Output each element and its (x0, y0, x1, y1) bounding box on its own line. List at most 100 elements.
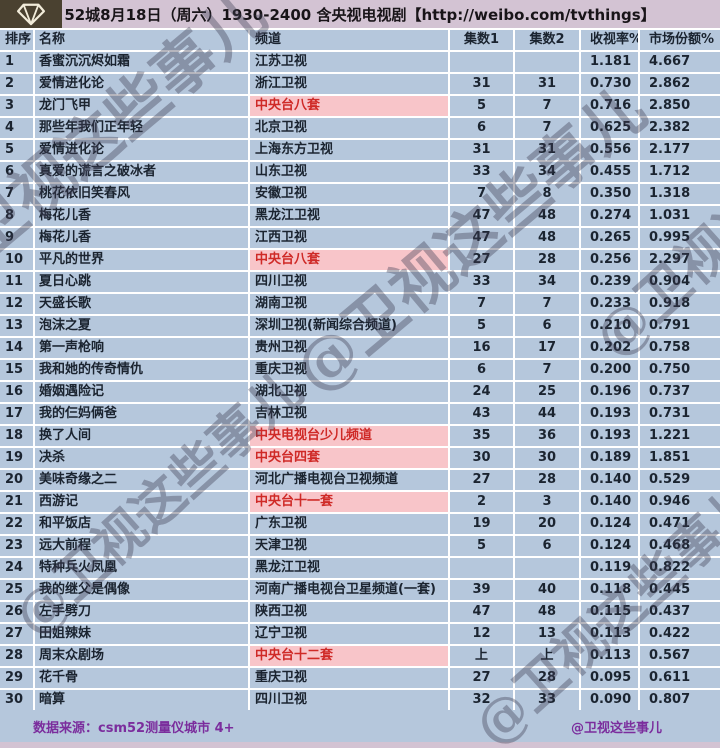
cell-rank: 13 (0, 316, 33, 336)
cell-rank: 28 (0, 646, 33, 666)
column-header-rating: 收视率% (581, 30, 638, 50)
cell-channel: 广东卫视 (250, 514, 448, 534)
cell-rank: 17 (0, 404, 33, 424)
cell-name: 夏日心跳 (35, 272, 248, 292)
cell-name: 天盛长歌 (35, 294, 248, 314)
cell-channel: 湖南卫视 (250, 294, 448, 314)
table-row: 6 真爱的谎言之破冰者 山东卫视 33 34 0.455 1.712 (0, 162, 720, 182)
cell-rating: 0.113 (581, 646, 638, 666)
column-header-share: 市场份额% (640, 30, 720, 50)
cell-rank: 24 (0, 558, 33, 578)
table-row: 21 西游记 中央台十一套 2 3 0.140 0.946 (0, 492, 720, 512)
cell-ep2: 28 (515, 250, 579, 270)
cell-share: 1.031 (640, 206, 720, 226)
cell-share: 1.712 (640, 162, 720, 182)
cell-rating: 0.140 (581, 470, 638, 490)
cell-ep1: 39 (450, 580, 513, 600)
cell-rank: 15 (0, 360, 33, 380)
cell-share: 0.468 (640, 536, 720, 556)
cell-name: 平凡的世界 (35, 250, 248, 270)
cell-name: 我的仨妈俩爸 (35, 404, 248, 424)
cell-channel: 中央台十二套 (250, 646, 448, 666)
table-row: 5 爱情进化论 上海东方卫视 31 31 0.556 2.177 (0, 140, 720, 160)
table-row: 11 夏日心跳 四川卫视 33 34 0.239 0.904 (0, 272, 720, 292)
table-row: 24 特种兵火凤凰 黑龙江卫视 0.119 0.822 (0, 558, 720, 578)
cell-name: 田姐辣妹 (35, 624, 248, 644)
cell-rating: 0.625 (581, 118, 638, 138)
cell-share: 0.737 (640, 382, 720, 402)
cell-channel: 四川卫视 (250, 690, 448, 710)
cell-name: 换了人间 (35, 426, 248, 446)
cell-share: 0.918 (640, 294, 720, 314)
cell-channel: 吉林卫视 (250, 404, 448, 424)
cell-ep2: 31 (515, 140, 579, 160)
table-header-row: 排序 名称 频道 集数1 集数2 收视率% 市场份额% (0, 30, 720, 50)
cell-rating: 0.274 (581, 206, 638, 226)
cell-channel: 中央台八套 (250, 250, 448, 270)
footer: 数据来源：csm52测量仪城市 4+ @卫视这些事儿 (0, 710, 720, 742)
cell-share: 0.445 (640, 580, 720, 600)
cell-ep2: 44 (515, 404, 579, 424)
cell-share: 1.221 (640, 426, 720, 446)
cell-rank: 29 (0, 668, 33, 688)
cell-ep2: 31 (515, 74, 579, 94)
table-row: 17 我的仨妈俩爸 吉林卫视 43 44 0.193 0.731 (0, 404, 720, 424)
cell-rank: 7 (0, 184, 33, 204)
cell-name: 梅花儿香 (35, 206, 248, 226)
table-row: 19 决杀 中央台四套 30 30 0.189 1.851 (0, 448, 720, 468)
cell-name: 特种兵火凤凰 (35, 558, 248, 578)
cell-ep1: 上 (450, 646, 513, 666)
cell-share: 0.567 (640, 646, 720, 666)
cell-rating: 0.256 (581, 250, 638, 270)
table-row: 23 远大前程 天津卫视 5 6 0.124 0.468 (0, 536, 720, 556)
cell-ep2: 3 (515, 492, 579, 512)
cell-ep1: 30 (450, 448, 513, 468)
table-row: 2 爱情进化论 浙江卫视 31 31 0.730 2.862 (0, 74, 720, 94)
cell-share: 0.822 (640, 558, 720, 578)
table-row: 14 第一声枪响 贵州卫视 16 17 0.202 0.758 (0, 338, 720, 358)
cell-rating: 0.210 (581, 316, 638, 336)
cell-channel: 黑龙江卫视 (250, 558, 448, 578)
cell-ep2: 8 (515, 184, 579, 204)
cell-name: 美味奇缘之二 (35, 470, 248, 490)
cell-rank: 26 (0, 602, 33, 622)
cell-ep2: 33 (515, 690, 579, 710)
cell-ep2 (515, 52, 579, 72)
cell-rank: 11 (0, 272, 33, 292)
cell-share: 0.946 (640, 492, 720, 512)
cell-rating: 0.350 (581, 184, 638, 204)
cell-channel: 河北广播电视台卫视频道 (250, 470, 448, 490)
cell-ep1: 5 (450, 316, 513, 336)
cell-ep2: 7 (515, 118, 579, 138)
bottom-strip (0, 742, 720, 748)
table-row: 25 我的继父是偶像 河南广播电视台卫星频道(一套) 39 40 0.118 0.445 (0, 580, 720, 600)
cell-share: 0.471 (640, 514, 720, 534)
cell-channel: 安徽卫视 (250, 184, 448, 204)
cell-ep1: 16 (450, 338, 513, 358)
column-header-ep2: 集数2 (515, 30, 579, 50)
title-bar: 52城8月18日（周六）1930-2400 含央视电视剧【http://weib… (0, 0, 720, 28)
cell-rating: 0.119 (581, 558, 638, 578)
cell-rank: 20 (0, 470, 33, 490)
cell-ep2: 6 (515, 536, 579, 556)
cell-share: 0.529 (640, 470, 720, 490)
cell-name: 香蜜沉沉烬如霜 (35, 52, 248, 72)
cell-ep1: 27 (450, 250, 513, 270)
cell-channel: 中央台八套 (250, 96, 448, 116)
cell-name: 爱情进化论 (35, 74, 248, 94)
cell-rating: 0.196 (581, 382, 638, 402)
cell-name: 泡沫之夏 (35, 316, 248, 336)
column-header-ep1: 集数1 (450, 30, 513, 50)
cell-rank: 27 (0, 624, 33, 644)
cell-rank: 10 (0, 250, 33, 270)
cell-ep1: 47 (450, 206, 513, 226)
cell-rank: 3 (0, 96, 33, 116)
cell-channel: 四川卫视 (250, 272, 448, 292)
table-row: 18 换了人间 中央电视台少儿频道 35 36 0.193 1.221 (0, 426, 720, 446)
cell-rank: 5 (0, 140, 33, 160)
cell-channel: 中央台十一套 (250, 492, 448, 512)
cell-ep1: 31 (450, 140, 513, 160)
cell-channel: 山东卫视 (250, 162, 448, 182)
cell-ep2: 48 (515, 602, 579, 622)
cell-name: 那些年我们正年轻 (35, 118, 248, 138)
